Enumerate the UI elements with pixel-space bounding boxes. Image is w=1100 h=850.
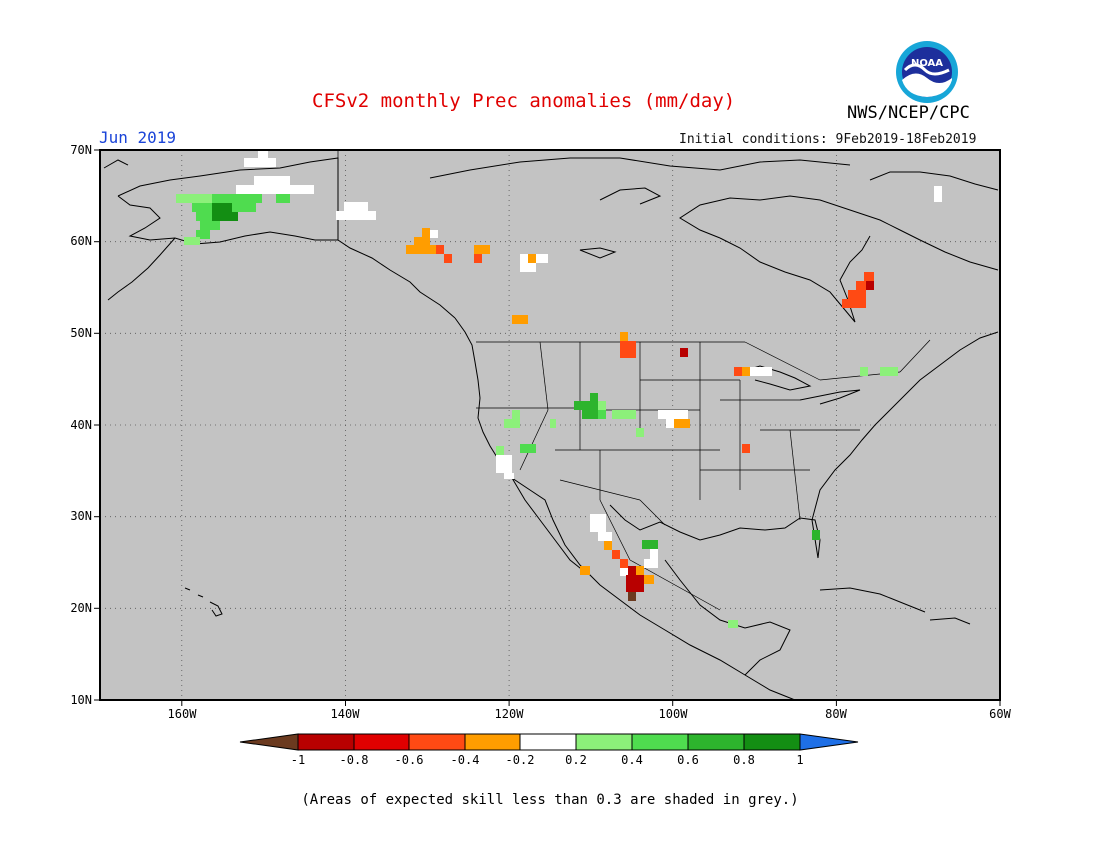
colorbar-swatch-1 [297,733,355,751]
colorbar-swatch-gt-1 [799,733,859,751]
map-title: CFSv2 monthly Prec anomalies (mm/day) [312,90,736,112]
colorbar-label: 0.8 [733,753,755,767]
colorbar-swatch-9 [743,733,801,751]
lat-label-50n: 50N [70,326,92,340]
noaa-logo-icon: NOAA [896,41,958,103]
lon-label-60w: 60W [989,707,1011,721]
lat-label-70n: 70N [70,143,92,157]
axis-ticks [94,149,1001,706]
colorbar [239,733,859,751]
colorbar-label: -1 [290,753,306,767]
skill-footnote: (Areas of expected skill less than 0.3 a… [301,792,799,808]
colorbar-label: -0.6 [394,753,424,767]
colorbar-swatch-7 [631,733,689,751]
colorbar-label: -0.2 [505,753,535,767]
lat-label-10n: 10N [70,693,92,707]
colorbar-label: 0.4 [621,753,643,767]
colorbar-swatch-2 [353,733,410,751]
lon-label-120w: 120W [494,707,524,721]
anomaly-cells [176,150,942,628]
forecast-month: Jun 2019 [99,128,177,147]
colorbar-label: -0.4 [450,753,480,767]
lat-label-20n: 20N [70,601,92,615]
lon-label-80w: 80W [825,707,847,721]
colorbar-label: -0.8 [339,753,369,767]
lon-label-100w: 100W [658,707,688,721]
colorbar-label: 0.6 [677,753,699,767]
lon-label-140w: 140W [330,707,360,721]
colorbar-swatch-lt-1 [239,733,299,751]
colorbar-swatch-3 [408,733,466,751]
lon-label-160w: 160W [167,707,197,721]
lat-label-60n: 60N [70,234,92,248]
colorbar-label: 0.2 [565,753,587,767]
colorbar-swatch-4 [464,733,521,751]
org-label: NWS/NCEP/CPC [847,103,970,123]
initial-conditions: Initial conditions: 9Feb2019-18Feb2019 [679,132,977,147]
colorbar-swatch-5 [519,733,577,751]
logo-text: NOAA [911,58,943,69]
lat-label-30n: 30N [70,509,92,523]
colorbar-label: 1 [796,753,804,767]
colorbar-swatch-8 [687,733,745,751]
colorbar-swatch-6 [575,733,633,751]
lat-label-40n: 40N [70,418,92,432]
